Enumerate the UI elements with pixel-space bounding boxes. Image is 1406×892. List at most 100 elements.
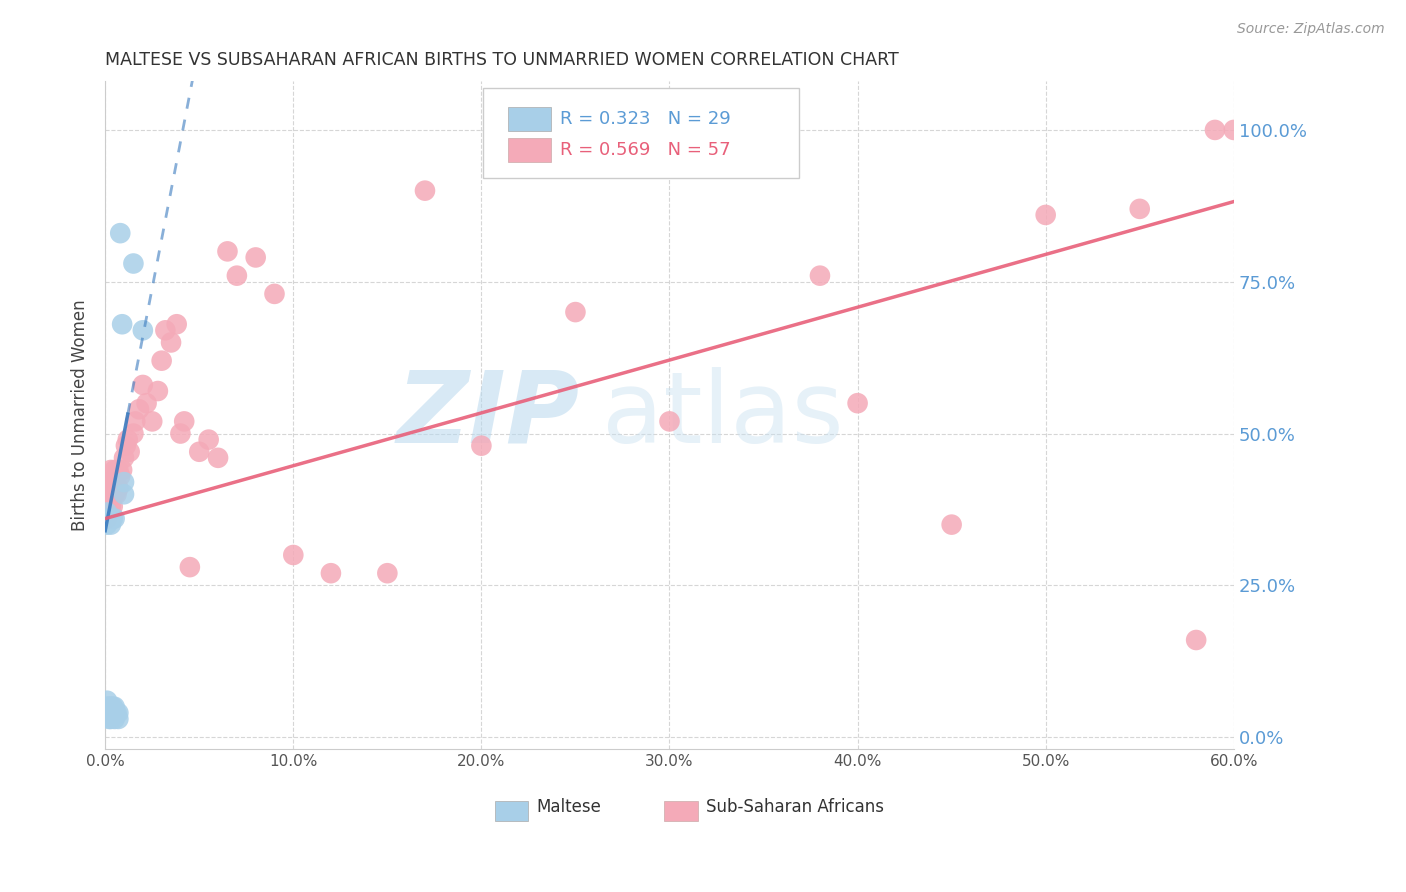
Point bbox=[169, 426, 191, 441]
Point bbox=[470, 439, 492, 453]
Point bbox=[98, 506, 121, 520]
Point bbox=[217, 244, 239, 259]
Point bbox=[100, 712, 122, 726]
Point bbox=[118, 444, 141, 458]
Point bbox=[98, 511, 121, 525]
Point bbox=[283, 548, 305, 562]
FancyBboxPatch shape bbox=[484, 88, 799, 178]
Point bbox=[124, 414, 146, 428]
Point bbox=[1204, 123, 1226, 137]
Text: atlas: atlas bbox=[602, 367, 844, 464]
Point bbox=[98, 699, 121, 714]
Point bbox=[117, 433, 139, 447]
Point bbox=[1185, 632, 1208, 647]
Point bbox=[104, 712, 127, 726]
Point bbox=[263, 286, 285, 301]
Point bbox=[101, 500, 124, 514]
Point bbox=[96, 706, 118, 720]
Point bbox=[104, 706, 127, 720]
Point bbox=[413, 184, 436, 198]
Point bbox=[104, 511, 127, 525]
Point bbox=[112, 487, 135, 501]
Text: ZIP: ZIP bbox=[396, 367, 579, 464]
Point bbox=[135, 396, 157, 410]
Point bbox=[101, 699, 124, 714]
Point bbox=[319, 566, 342, 581]
Point bbox=[104, 463, 127, 477]
Point bbox=[132, 378, 155, 392]
Point bbox=[160, 335, 183, 350]
Point bbox=[115, 439, 138, 453]
Point bbox=[808, 268, 831, 283]
Point bbox=[132, 323, 155, 337]
Point bbox=[1223, 123, 1246, 137]
Point bbox=[101, 706, 124, 720]
Point bbox=[96, 517, 118, 532]
Point bbox=[96, 511, 118, 525]
Point bbox=[112, 450, 135, 465]
Point bbox=[105, 469, 128, 483]
Point bbox=[112, 475, 135, 489]
Point bbox=[941, 517, 963, 532]
Point bbox=[155, 323, 177, 337]
Point bbox=[104, 699, 127, 714]
Bar bbox=[495, 801, 529, 822]
Point bbox=[128, 402, 150, 417]
Point bbox=[188, 444, 211, 458]
Text: MALTESE VS SUBSAHARAN AFRICAN BIRTHS TO UNMARRIED WOMEN CORRELATION CHART: MALTESE VS SUBSAHARAN AFRICAN BIRTHS TO … bbox=[105, 51, 898, 69]
Point bbox=[111, 463, 134, 477]
Point bbox=[564, 305, 586, 319]
Text: Source: ZipAtlas.com: Source: ZipAtlas.com bbox=[1237, 22, 1385, 37]
Point bbox=[658, 414, 681, 428]
Point bbox=[96, 506, 118, 520]
Point bbox=[100, 699, 122, 714]
Text: Sub-Saharan Africans: Sub-Saharan Africans bbox=[706, 797, 883, 816]
Point bbox=[107, 706, 129, 720]
Bar bbox=[508, 138, 551, 162]
Point bbox=[110, 469, 132, 483]
Point bbox=[146, 384, 169, 398]
Point bbox=[150, 353, 173, 368]
Point bbox=[98, 712, 121, 726]
Point bbox=[107, 481, 129, 495]
Point bbox=[107, 463, 129, 477]
Point bbox=[111, 317, 134, 331]
Point bbox=[105, 487, 128, 501]
Point bbox=[225, 268, 247, 283]
Point bbox=[96, 487, 118, 501]
Point bbox=[141, 414, 163, 428]
Point bbox=[101, 475, 124, 489]
Point bbox=[179, 560, 201, 574]
Point bbox=[197, 433, 219, 447]
Point bbox=[100, 706, 122, 720]
Point bbox=[107, 712, 129, 726]
Bar bbox=[508, 107, 551, 131]
Point bbox=[100, 481, 122, 495]
Point bbox=[846, 396, 869, 410]
Point bbox=[110, 226, 132, 240]
Point bbox=[122, 426, 145, 441]
Point bbox=[105, 706, 128, 720]
Point bbox=[1129, 202, 1152, 216]
Y-axis label: Births to Unmarried Women: Births to Unmarried Women bbox=[72, 300, 89, 531]
Point bbox=[1035, 208, 1057, 222]
Text: R = 0.569   N = 57: R = 0.569 N = 57 bbox=[560, 141, 731, 159]
Point bbox=[207, 450, 229, 465]
Point bbox=[100, 517, 122, 532]
Point bbox=[98, 706, 121, 720]
Text: R = 0.323   N = 29: R = 0.323 N = 29 bbox=[560, 111, 731, 128]
Point bbox=[104, 487, 127, 501]
Point bbox=[98, 481, 121, 495]
Bar bbox=[664, 801, 697, 822]
Point bbox=[101, 511, 124, 525]
Point bbox=[96, 694, 118, 708]
Point bbox=[377, 566, 399, 581]
Point bbox=[245, 251, 267, 265]
Point bbox=[122, 256, 145, 270]
Text: Maltese: Maltese bbox=[536, 797, 602, 816]
Point bbox=[100, 463, 122, 477]
Point bbox=[173, 414, 195, 428]
Point bbox=[166, 317, 188, 331]
Point bbox=[96, 699, 118, 714]
Point bbox=[100, 500, 122, 514]
